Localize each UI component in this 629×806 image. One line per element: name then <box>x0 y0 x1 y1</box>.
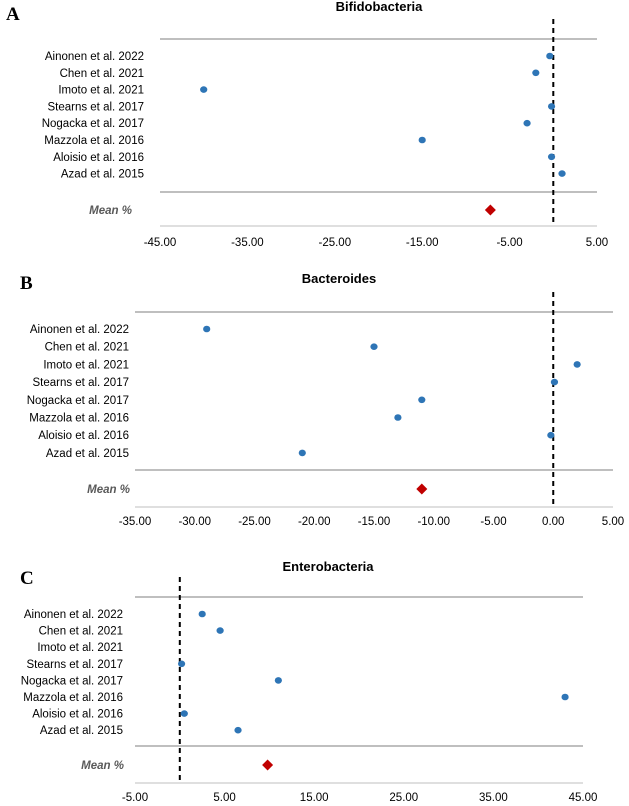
mean-diamond <box>262 759 274 771</box>
study-point <box>203 325 211 333</box>
x-tick-label: -15.00 <box>358 516 391 528</box>
x-tick-label: 35.00 <box>479 792 508 804</box>
x-tick-label: -5.00 <box>480 516 506 528</box>
x-tick-label: -25.00 <box>318 237 351 249</box>
mean-diamond <box>484 204 496 216</box>
study-point <box>274 677 282 684</box>
panel-label: C <box>20 568 34 589</box>
study-label: Stearns et al. 2017 <box>47 101 144 113</box>
study-label: Imoto et al. 2021 <box>37 642 123 654</box>
study-label: Azad et al. 2015 <box>40 725 123 737</box>
x-tick-label: 15.00 <box>300 792 329 804</box>
study-point <box>418 396 426 404</box>
panel-title: Enterobacteria <box>282 559 374 574</box>
mean-label: Mean % <box>81 760 124 772</box>
study-label: Aloisio et al. 2016 <box>53 152 144 164</box>
study-label: Imoto et al. 2021 <box>43 359 129 371</box>
study-point <box>370 343 378 351</box>
x-tick-label: 0.00 <box>542 516 564 528</box>
x-tick-label: -5.00 <box>122 792 148 804</box>
study-point <box>523 119 531 127</box>
study-point <box>561 693 569 701</box>
study-label: Mazzola et al. 2016 <box>44 135 144 147</box>
study-point <box>198 610 206 618</box>
study-point <box>550 378 559 386</box>
study-point <box>234 726 242 734</box>
study-label: Nogacka et al. 2017 <box>27 395 129 407</box>
study-point <box>200 86 208 93</box>
mean-label: Mean % <box>89 205 132 217</box>
study-label: Mazzola et al. 2016 <box>23 692 123 704</box>
mean-diamond <box>416 483 428 495</box>
x-tick-label: -35.00 <box>119 516 152 528</box>
panel-title: Bacteroides <box>302 271 376 286</box>
study-label: Ainonen et al. 2022 <box>45 51 144 63</box>
x-tick-label: 5.00 <box>586 237 608 249</box>
study-label: Aloisio et al. 2016 <box>38 430 129 442</box>
study-label: Aloisio et al. 2016 <box>32 709 123 721</box>
mean-label: Mean % <box>87 484 130 496</box>
study-point <box>547 431 555 439</box>
study-point <box>180 710 188 717</box>
study-label: Ainonen et al. 2022 <box>30 324 129 336</box>
study-label: Chen et al. 2021 <box>60 68 144 80</box>
study-label: Chen et al. 2021 <box>39 626 123 638</box>
study-point <box>177 660 186 668</box>
study-point <box>558 170 566 177</box>
x-tick-label: -30.00 <box>178 516 211 528</box>
x-tick-label: -45.00 <box>144 237 177 249</box>
study-point <box>547 103 556 110</box>
study-point <box>532 69 540 77</box>
study-label: Stearns et al. 2017 <box>26 659 123 671</box>
x-tick-label: -15.00 <box>406 237 439 249</box>
study-label: Azad et al. 2015 <box>61 169 144 181</box>
study-label: Nogacka et al. 2017 <box>42 118 144 130</box>
x-tick-label: -5.00 <box>496 237 522 249</box>
x-tick-label: 25.00 <box>389 792 418 804</box>
panel-label: B <box>20 273 33 294</box>
x-tick-label: -35.00 <box>231 237 264 249</box>
study-label: Stearns et al. 2017 <box>32 377 129 389</box>
study-label: Mazzola et al. 2016 <box>29 413 129 425</box>
x-tick-label: 45.00 <box>569 792 598 804</box>
x-tick-label: -10.00 <box>417 516 450 528</box>
study-point <box>573 361 581 368</box>
study-label: Chen et al. 2021 <box>45 342 129 354</box>
study-label: Nogacka et al. 2017 <box>21 675 123 687</box>
study-point <box>216 627 224 634</box>
x-tick-label: -20.00 <box>298 516 331 528</box>
x-tick-label: 5.00 <box>602 516 624 528</box>
panel-label: A <box>6 4 20 25</box>
study-point <box>418 136 426 144</box>
x-tick-label: 5.00 <box>213 792 235 804</box>
study-point <box>547 153 556 161</box>
study-label: Ainonen et al. 2022 <box>24 609 123 621</box>
x-tick-label: -25.00 <box>238 516 271 528</box>
study-point <box>394 414 402 421</box>
study-point <box>298 449 306 457</box>
study-point <box>546 52 554 60</box>
panel-title: Bifidobacteria <box>336 0 423 14</box>
study-label: Imoto et al. 2021 <box>58 85 144 97</box>
study-label: Azad et al. 2015 <box>46 448 129 460</box>
